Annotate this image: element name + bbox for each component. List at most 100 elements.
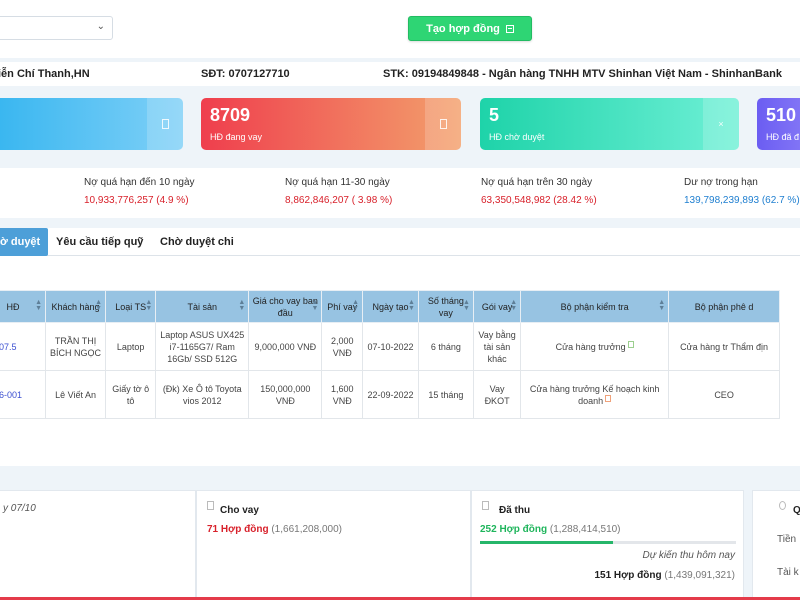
fund-row-cash: Tiền [777, 534, 797, 545]
column-header[interactable]: Giá cho vay ban đầu ▲ ▼ [248, 290, 323, 323]
check-icon [627, 340, 634, 348]
expected-summary: 151 Hợp đồng (1,439,091,321) [594, 570, 735, 581]
stat-cards: 8709 HĐ đang vay 5 HĐ chờ duyệt × 510 HĐ… [0, 90, 800, 162]
stat-card-pending[interactable]: 5 HĐ chờ duyệt × [480, 98, 739, 150]
customer-cell: Lê Viết An [45, 370, 107, 419]
column-header[interactable]: HĐ ▲ ▼ [0, 290, 47, 323]
stat-card-label: HĐ đang vay [210, 132, 263, 142]
stat-card-value: 5 [489, 105, 500, 125]
document-icon [482, 501, 489, 510]
tab-pending-expense[interactable]: Chờ duyệt chi [160, 236, 234, 248]
contract-code-link[interactable]: 0206-001 [0, 370, 47, 419]
check-icon [605, 394, 612, 402]
bottom-divider [0, 597, 800, 600]
approval-dept-cell: CEO [668, 370, 780, 419]
expected-label: Dự kiến thu hôm nay [642, 550, 736, 561]
document-icon [425, 98, 461, 150]
contract-code-link[interactable]: 21007.5 [0, 322, 47, 371]
loan-months-cell: 6 tháng [417, 322, 474, 371]
asset-type-cell: Giấy tờ ô tô [105, 370, 157, 419]
fund-title: Q [793, 505, 800, 516]
create-contract-label: Tạo hợp đồng [426, 22, 500, 35]
column-header[interactable]: Loại TS ▲ ▼ [105, 290, 157, 323]
debt-value: 63,350,548,982 (28.42 %) [481, 195, 597, 206]
store-address: iễn Chí Thanh,HN [0, 68, 90, 80]
column-header[interactable]: Phí vay ▲ ▼ [321, 290, 364, 323]
created-date-cell: 22-09-2022 [362, 370, 419, 419]
checking-dept-cell: Cửa hàng trưởng [520, 322, 670, 371]
stat-card-value: 8709 [210, 105, 251, 125]
collected-summary: 252 Hợp đồng (1,288,414,510) [480, 524, 621, 535]
document-icon [505, 24, 514, 33]
debt-summary: Nợ quá hạn đến 10 ngày 10,933,776,257 (4… [0, 168, 800, 218]
document-icon [207, 501, 214, 510]
tab-fund-request[interactable]: Yêu cầu tiếp quỹ [56, 236, 144, 248]
summary-section: y 07/10 Cho vay 71 Hợp đồng (1,661,208,0… [0, 490, 800, 600]
column-header[interactable]: Bộ phận phê d [668, 290, 780, 323]
debt-value: 10,933,776,257 (4.9 %) [84, 195, 189, 206]
loan-summary: 71 Hợp đồng (1,661,208,000) [207, 524, 342, 535]
debt-title: Nợ quá hạn đến 10 ngày [84, 177, 195, 188]
stat-card-label: HĐ chờ duyệt [489, 132, 545, 142]
column-header[interactable]: Số tháng vay ▲ ▼ [417, 290, 474, 323]
stat-card-value: 510 [766, 105, 797, 125]
column-header[interactable]: Bộ phận kiểm tra ▲ ▼ [520, 290, 670, 323]
loan-amount-cell: 9,000,000 VNĐ [248, 322, 323, 371]
close-icon: × [703, 98, 739, 150]
sort-icon: ▲ ▼ [35, 299, 43, 312]
sort-icon: ▲ ▼ [463, 299, 470, 312]
sort-icon: ▲ ▼ [311, 299, 319, 312]
loan-package-cell: Vay ĐKOT [472, 370, 522, 419]
checking-dept-cell: Cửa hàng trưởng Kế hoạch kinh doanh [520, 370, 670, 419]
fee-cell: 2,000 VNĐ [321, 322, 364, 371]
column-header[interactable]: Ngày tạo ▲ ▼ [362, 290, 419, 323]
stat-card-completed[interactable]: 510 HĐ đã đ [757, 98, 800, 150]
create-contract-button[interactable]: Tạo hợp đồng [408, 16, 532, 41]
date-panel: y 07/10 [0, 490, 196, 600]
tab-pending-approval[interactable]: ờ duyệt [0, 228, 49, 256]
column-header[interactable]: Tài sản ▲ ▼ [155, 290, 250, 323]
store-phone: SĐT: 0707127710 [201, 68, 290, 80]
loan-package-cell: Vay bằng tài sản khác [472, 322, 522, 371]
debt-title: Nợ quá hạn 11-30 ngày [285, 177, 390, 188]
column-header[interactable]: Gói vay ▲ ▼ [472, 290, 522, 323]
customer-cell: TRẦN THỊ BÍCH NGỌC [45, 322, 107, 371]
sort-icon: ▲ ▼ [407, 299, 415, 312]
chevron-down-icon: ⌄ [96, 21, 105, 32]
document-icon [147, 98, 183, 150]
loan-panel: Cho vay 71 Hợp đồng (1,661,208,000) [196, 490, 471, 600]
contracts-table: HĐ ▲ ▼ Khách hàng ▲ ▼ Loại TS ▲ ▼ Tài sản ▲ ▼ Gi… [0, 290, 780, 419]
column-header[interactable]: Khách hàng ▲ ▼ [45, 290, 107, 323]
collected-progress-bar [480, 541, 736, 544]
debt-value: 139,798,239,893 (62.7 %) [684, 195, 800, 206]
loan-title: Cho vay [220, 505, 259, 516]
table-row[interactable]: 0206-001 Lê Viết An Giấy tờ ô tô (Đk) Xe… [0, 370, 780, 419]
table-row[interactable]: 21007.5 TRẦN THỊ BÍCH NGỌC Laptop Laptop… [0, 322, 780, 371]
asset-cell: Laptop ASUS UX425 i7-1165G7/ Ram 16Gb/ S… [155, 322, 250, 371]
approval-dept-cell: Cửa hàng tr Thẩm địn [668, 322, 780, 371]
store-select[interactable]: ⌄ [0, 16, 113, 40]
debt-title: Nợ quá hạn trên 30 ngày [481, 177, 593, 188]
tab-bar: ờ duyệt Yêu cầu tiếp quỹ Chờ duyệt chi [0, 228, 800, 256]
sort-icon: ▲ ▼ [510, 299, 518, 312]
debt-item: Nợ quá hạn 11-30 ngày 8,862,846,207 ( 3.… [285, 177, 392, 206]
stat-card-loans[interactable]: 8709 HĐ đang vay [201, 98, 461, 150]
debt-item: Nợ quá hạn đến 10 ngày 10,933,776,257 (4… [84, 177, 195, 206]
sort-icon: ▲ ▼ [352, 299, 360, 312]
sort-icon: ▲ ▼ [145, 299, 153, 312]
debt-value: 8,862,846,207 ( 3.98 %) [285, 195, 393, 206]
fund-row-account: Tài k [777, 567, 799, 578]
sort-icon: ▲ ▼ [95, 299, 103, 312]
sort-icon: ▲ ▼ [658, 299, 666, 312]
info-icon [779, 501, 786, 510]
table-header-row: HĐ ▲ ▼ Khách hàng ▲ ▼ Loại TS ▲ ▼ Tài sản ▲ ▼ Gi… [0, 290, 780, 323]
loan-months-cell: 15 tháng [417, 370, 474, 419]
stat-card-1[interactable] [0, 98, 183, 150]
collected-title: Đã thu [499, 505, 531, 516]
debt-title: Dư nợ trong hạn [684, 177, 758, 188]
debt-item: Dư nợ trong hạn 139,798,239,893 (62.7 %) [684, 177, 800, 206]
asset-cell: (Đk) Xe Ô tô Toyota vios 2012 [155, 370, 250, 419]
store-bank: STK: 09194849848 - Ngân hàng TNHH MTV Sh… [383, 68, 782, 80]
debt-item: Nợ quá hạn trên 30 ngày 63,350,548,982 (… [481, 177, 597, 206]
sort-icon: ▲ ▼ [238, 299, 246, 312]
